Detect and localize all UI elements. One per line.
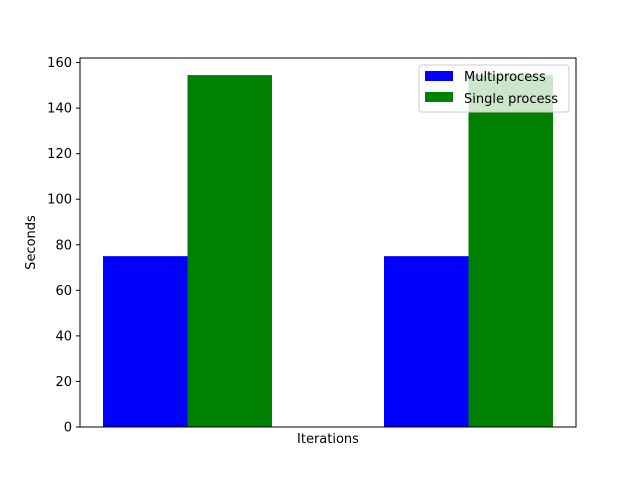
legend-swatch-single-process [425,92,453,102]
y-axis-ticks: 0 20 40 60 80 100 120 140 160 [47,56,80,436]
legend-label-multiprocess: Multiprocess [464,70,546,85]
legend-label-single-process: Single process [464,92,558,107]
y-tick-label-20: 20 [55,375,72,390]
legend: Multiprocess Single process [418,64,570,113]
x-axis-label: Iterations [297,432,359,447]
y-tick-label-140: 140 [47,102,72,117]
y-tick-label-60: 60 [55,284,72,299]
y-tick-label-160: 160 [47,56,72,71]
y-tick-label-0: 0 [64,421,72,436]
y-tick-label-40: 40 [55,329,72,344]
y-tick-label-120: 120 [47,147,72,162]
bar-single-process-2 [468,75,553,427]
bar-multiprocess-1 [103,256,188,427]
legend-swatch-multiprocess [425,71,453,81]
bars-layer [103,75,553,427]
bar-single-process-1 [187,75,272,427]
plot-frame [79,57,577,428]
y-tick-label-100: 100 [47,193,72,208]
bar-multiprocess-2 [384,256,469,427]
y-axis-label: Seconds [24,215,39,270]
y-tick-label-80: 80 [55,238,72,253]
legend-frame [418,64,570,113]
